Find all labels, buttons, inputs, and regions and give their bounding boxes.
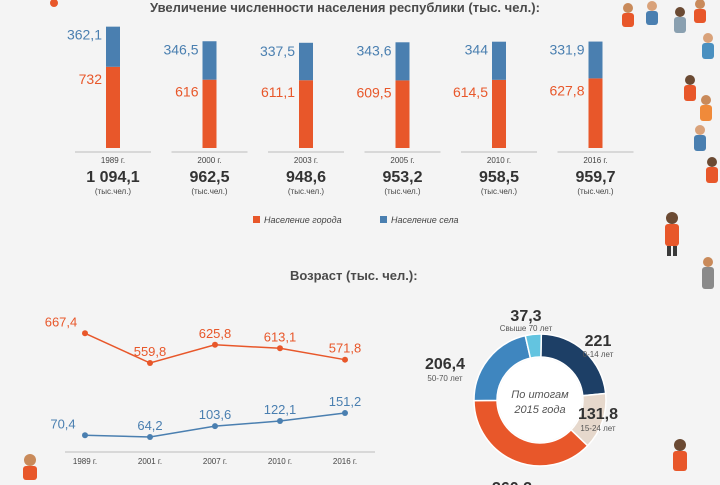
upper-series-value-label: 613,1	[264, 329, 297, 344]
lower-series-point	[277, 418, 283, 425]
rural-value-label: 337,5	[260, 43, 295, 59]
lower-series-point	[342, 410, 348, 416]
donut-sublabel: 15-24 лет	[580, 424, 616, 433]
rural-value-label: 362,1	[67, 27, 102, 43]
age-line-chart: 667,4 559,8 625,8 613,1 571,8 70,4 64,2 103,6 12…	[45, 314, 375, 466]
urban-bar	[492, 79, 506, 148]
rural-bar	[395, 42, 410, 81]
legend-urban-label: Население города	[264, 215, 342, 225]
rural-value-label: 343,6	[356, 42, 391, 58]
urban-bar	[299, 80, 313, 148]
lower-series-point	[82, 432, 88, 439]
population-chart-title: Увеличение численности населения республ…	[150, 0, 540, 15]
donut-center-label: 2015 года	[513, 404, 565, 416]
bar-total-label: 948,6	[286, 169, 326, 186]
bar-total-label: 958,5	[479, 169, 519, 186]
urban-bar	[395, 80, 410, 148]
urban-value-label: 609,5	[356, 84, 391, 100]
bar-total-unit: (тыс.чел.)	[384, 187, 421, 196]
upper-series-point	[277, 345, 283, 352]
donut-value-label: 206,4	[425, 356, 465, 373]
lower-series-value-label: 103,6	[199, 407, 232, 422]
urban-value-label: 732	[79, 71, 103, 87]
bar-total-unit: (тыс.чел.)	[95, 187, 132, 196]
bar-total-unit: (тыс.чел.)	[577, 187, 614, 196]
urban-value-label: 616	[175, 84, 199, 100]
bar-total-unit: (тыс.чел.)	[481, 187, 518, 196]
donut-sublabel: 0-14 лет	[583, 350, 614, 359]
lower-series-point	[212, 423, 218, 430]
rural-value-label: 331,9	[549, 42, 584, 58]
bar-category-label: 2000 г.	[197, 156, 221, 165]
bar-category-label: 2005 г.	[390, 156, 414, 165]
lower-series-value-label: 70,4	[50, 416, 75, 431]
legend-rural-swatch	[380, 216, 387, 223]
age-chart-title: Возраст (тыс. чел.):	[290, 268, 418, 283]
rural-bar	[106, 26, 120, 67]
upper-series-value-label: 571,8	[329, 341, 362, 356]
line-x-tick-label: 2007 г.	[203, 457, 227, 466]
rural-value-label: 344	[465, 42, 489, 58]
upper-series-point	[82, 330, 88, 337]
donut-value-label: 221	[585, 333, 612, 350]
line-x-tick-label: 2001 г.	[138, 457, 162, 466]
upper-series-value-label: 667,4	[45, 314, 78, 329]
upper-series-point	[342, 356, 348, 363]
donut-value-label: 360,2	[492, 480, 532, 485]
line-x-tick-label: 1989 г.	[73, 457, 97, 466]
lower-series-point	[147, 434, 153, 440]
bar-category-label: 2003 г.	[294, 156, 318, 165]
bar-total-label: 1 094,1	[86, 169, 139, 186]
donut-slice	[473, 399, 589, 467]
donut-center-label: По итогам	[511, 389, 569, 401]
upper-series-value-label: 625,8	[199, 326, 232, 341]
rural-bar	[492, 41, 506, 80]
bar-total-unit: (тыс.чел.)	[288, 187, 325, 196]
line-x-tick-label: 2010 г.	[268, 457, 292, 466]
urban-bar	[202, 79, 217, 148]
rural-bar	[588, 41, 603, 79]
lower-series-value-label: 151,2	[329, 394, 362, 409]
lower-series-value-label: 122,1	[264, 402, 297, 417]
rural-bar	[202, 41, 217, 80]
bar-total-label: 959,7	[575, 169, 615, 186]
donut-slice	[524, 333, 543, 359]
upper-series-point	[147, 360, 153, 366]
bar-total-unit: (тыс.чел.)	[191, 187, 228, 196]
donut-value-label: 131,8	[578, 406, 618, 423]
bar-category-label: 2016 г.	[583, 156, 607, 165]
lower-series-value-label: 64,2	[137, 418, 162, 433]
donut-sublabel: 50-70 лет	[427, 374, 463, 383]
bar-total-label: 953,2	[382, 169, 422, 186]
donut-sublabel: Свыше 70 лет	[500, 324, 553, 333]
urban-value-label: 611,1	[261, 84, 295, 100]
donut-value-label: 37,3	[510, 308, 541, 325]
bar-category-label: 1989 г.	[101, 156, 125, 165]
bar-category-label: 2010 г.	[487, 156, 511, 165]
legend-rural-label: Население села	[391, 215, 459, 225]
bar-total-label: 962,5	[189, 169, 229, 186]
donut-center	[498, 358, 582, 442]
upper-series-value-label: 559,8	[134, 344, 167, 359]
urban-bar	[106, 66, 120, 148]
upper-series-point	[212, 341, 218, 348]
urban-value-label: 627,8	[549, 82, 584, 98]
rural-value-label: 346,5	[163, 41, 198, 57]
rural-bar	[299, 42, 313, 81]
line-x-tick-label: 2016 г.	[333, 457, 357, 466]
urban-value-label: 614,5	[453, 84, 488, 100]
urban-bar	[588, 78, 603, 148]
legend-urban-swatch	[253, 216, 260, 223]
